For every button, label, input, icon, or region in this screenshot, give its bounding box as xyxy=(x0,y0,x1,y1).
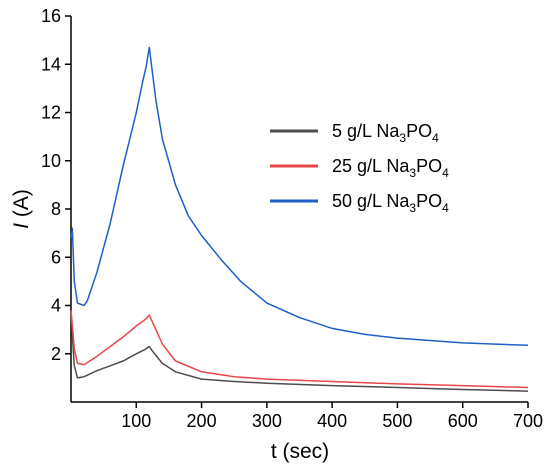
y-axis-title: I (A) xyxy=(10,189,33,229)
x-tick-label: 600 xyxy=(448,411,478,431)
legend-label-0: 5 g/L Na3PO4 xyxy=(332,121,439,145)
x-tick-label: 700 xyxy=(513,411,543,431)
x-ticks: 100 200 300 400 500 600 700 xyxy=(121,402,543,431)
y-tick-label: 8 xyxy=(51,199,61,219)
legend-label-2: 50 g/L Na3PO4 xyxy=(332,191,449,215)
legend: 5 g/L Na3PO4 25 g/L Na3PO4 50 g/L Na3PO4 xyxy=(270,121,449,215)
y-tick-label: 10 xyxy=(41,151,61,171)
legend-label-1: 25 g/L Na3PO4 xyxy=(332,156,449,180)
y-axis-title-italic: I xyxy=(10,223,33,229)
y-tick-label: 2 xyxy=(51,344,61,364)
x-tick-label: 500 xyxy=(382,411,412,431)
y-ticks: 2 4 6 8 10 12 14 16 xyxy=(41,6,71,364)
y-tick-label: 6 xyxy=(51,247,61,267)
y-tick-label: 12 xyxy=(41,103,61,123)
y-axis-title-unit: (A) xyxy=(10,189,33,223)
x-tick-label: 100 xyxy=(121,411,151,431)
y-tick-label: 14 xyxy=(41,54,61,74)
x-axis-title: t (sec) xyxy=(271,440,329,463)
x-tick-label: 200 xyxy=(187,411,217,431)
y-tick-label: 16 xyxy=(41,6,61,26)
series-line-0 xyxy=(70,310,529,392)
x-tick-label: 300 xyxy=(252,411,282,431)
x-tick-label: 400 xyxy=(317,411,347,431)
series-line-2 xyxy=(70,46,529,347)
y-tick-label: 4 xyxy=(51,296,61,316)
series-lines xyxy=(70,46,529,392)
series-line-1 xyxy=(70,310,529,389)
